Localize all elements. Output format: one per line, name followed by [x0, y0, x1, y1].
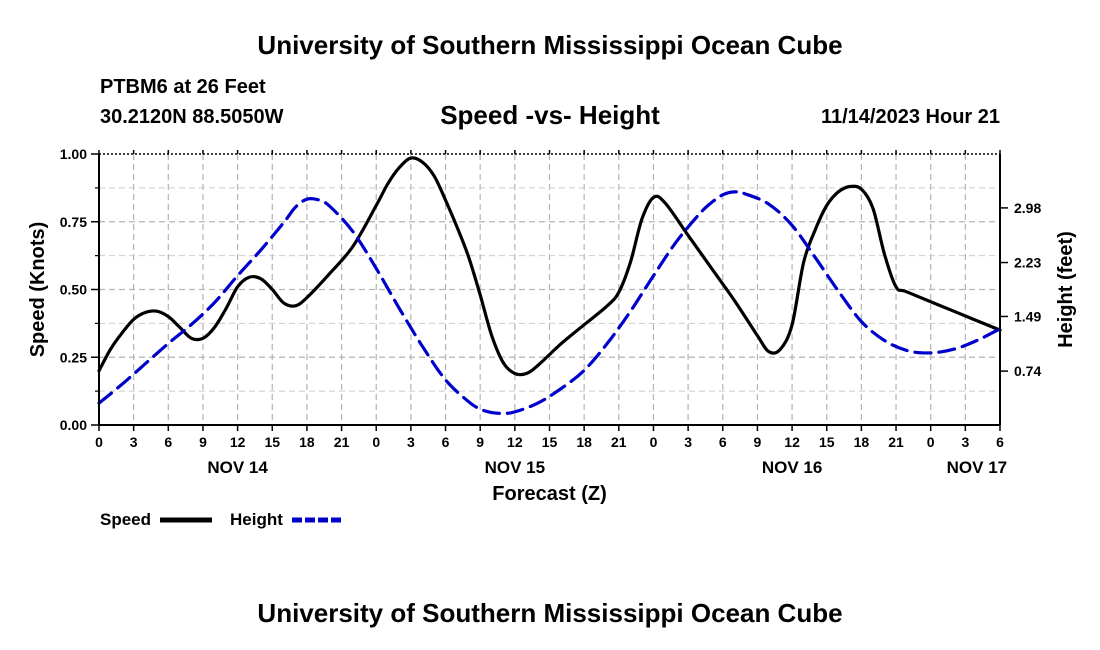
x-tick-label: 9 [476, 434, 484, 450]
series-lines [97, 156, 1002, 415]
x-tick-label: 21 [888, 434, 904, 450]
speed-series-line [97, 156, 1002, 377]
y-tick-label: 0.50 [60, 282, 87, 298]
chart-subtitle: Speed -vs- Height [440, 100, 660, 130]
x-tick-label: 3 [407, 434, 415, 450]
x-tick-label: 12 [507, 434, 523, 450]
x-tick-label: 12 [230, 434, 246, 450]
x-tick-label: 6 [996, 434, 1004, 450]
x-tick-label: 9 [754, 434, 762, 450]
y2-axis-label: Height (feet) [1055, 231, 1077, 348]
day-label: NOV 16 [762, 458, 822, 477]
x-tick-label: 21 [334, 434, 350, 450]
x-tick-label: 0 [372, 434, 380, 450]
x-tick-label: 3 [961, 434, 969, 450]
x-tick-label: 6 [164, 434, 172, 450]
y-tick-label: 1.00 [60, 146, 87, 162]
day-label: NOV 14 [207, 458, 268, 477]
x-tick-label: 15 [264, 434, 280, 450]
x-tick-label: 12 [784, 434, 800, 450]
y2-tick-label: 2.23 [1014, 255, 1041, 271]
x-tick-label: 18 [576, 434, 592, 450]
y-tick-label: 0.25 [60, 349, 87, 365]
legend: Speed Height [100, 510, 342, 529]
x-tick-label: 15 [819, 434, 835, 450]
y2-tick-label: 1.49 [1014, 308, 1041, 324]
x-tick-label: 0 [95, 434, 103, 450]
x-tick-label: 6 [442, 434, 450, 450]
station-coordinates: 30.2120N 88.5050W [100, 106, 284, 128]
x-tick-label: 3 [130, 434, 138, 450]
axes: 0 3 6 9 12 15 18 21 0 3 6 9 12 15 18 21 0 3 6 9 12 15 18 21 0 3 6 0… [27, 146, 1077, 505]
x-axis-label: Forecast (Z) [492, 483, 606, 505]
x-tick-label: 21 [611, 434, 627, 450]
x-tick-label: 15 [542, 434, 558, 450]
x-tick-label: 18 [299, 434, 315, 450]
day-label: NOV 15 [485, 458, 545, 477]
y-axis-label: Speed (Knots) [27, 222, 49, 358]
y-tick-label: 0.75 [60, 214, 87, 230]
legend-label-speed: Speed [100, 510, 151, 529]
x-tick-label: 0 [927, 434, 935, 450]
x-tick-label: 9 [199, 434, 207, 450]
y2-tick-label: 0.74 [1014, 363, 1041, 379]
top-title: University of Southern Mississippi Ocean… [257, 30, 843, 60]
x-tick-label: 18 [854, 434, 870, 450]
y2-tick-label: 2.98 [1014, 200, 1041, 216]
legend-label-height: Height [230, 510, 283, 529]
x-tick-label: 6 [719, 434, 727, 450]
y-tick-label: 0.00 [60, 417, 87, 433]
forecast-datetime: 11/14/2023 Hour 21 [820, 106, 1000, 128]
bottom-title: University of Southern Mississippi Ocean… [257, 598, 843, 628]
x-tick-label: 0 [650, 434, 658, 450]
x-tick-label: 3 [684, 434, 692, 450]
height-series-line [97, 190, 1002, 415]
station-label: PTBM6 at 26 Feet [100, 76, 266, 98]
day-label: NOV 17 [947, 458, 1007, 477]
